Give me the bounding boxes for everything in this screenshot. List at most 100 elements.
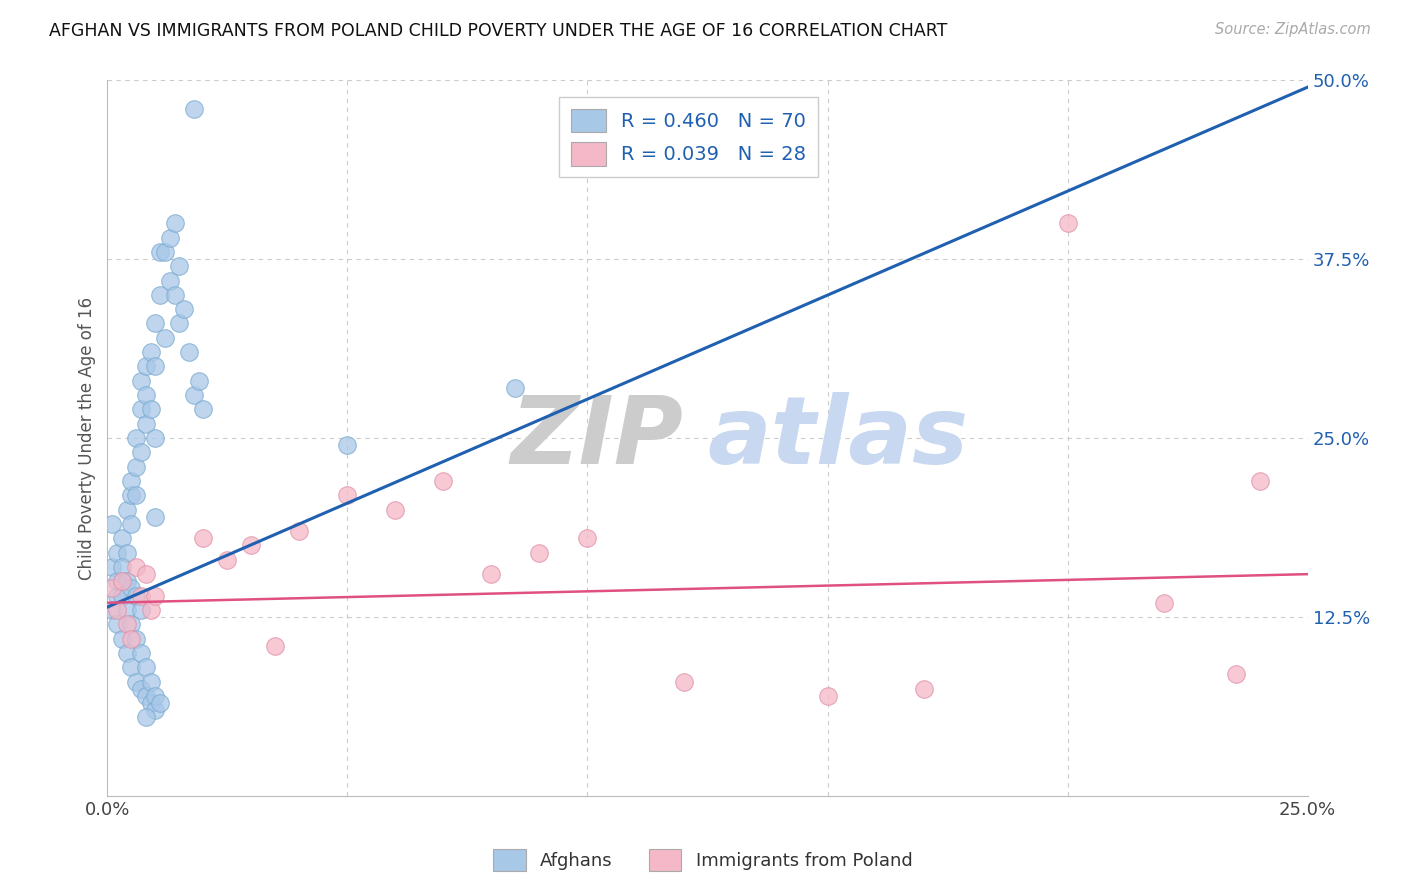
Point [163,288,186,302]
Point [145,359,167,374]
Point [187,374,209,388]
Point [912,681,935,696]
Point [288,524,311,538]
Point [105,589,128,603]
Point [576,532,599,546]
Point [125,589,148,603]
Point [183,102,205,116]
Point [169,317,191,331]
Point [481,567,503,582]
Point [153,244,176,259]
Point [135,359,157,374]
Point [817,689,839,703]
Text: Source: ZipAtlas.com: Source: ZipAtlas.com [1215,22,1371,37]
Point [111,589,134,603]
Point [139,345,162,359]
Point [336,438,359,452]
Point [115,546,138,560]
Point [129,374,152,388]
Point [115,617,138,632]
Point [145,509,167,524]
Point [120,617,142,632]
Point [145,317,167,331]
Point [135,660,157,674]
Point [115,502,138,516]
Point [129,603,152,617]
Point [135,388,157,402]
Legend: R = 0.460   N = 70, R = 0.039   N = 28: R = 0.460 N = 70, R = 0.039 N = 28 [560,97,818,178]
Point [264,639,287,653]
Point [145,703,167,717]
Point [145,431,167,445]
Point [111,560,134,574]
Point [139,674,162,689]
Point [139,603,162,617]
Point [240,539,263,553]
Point [111,574,134,589]
Point [125,459,148,474]
Point [120,582,142,596]
Point [129,445,152,459]
Point [1225,667,1247,681]
Point [135,710,157,724]
Point [193,402,215,417]
Point [115,646,138,660]
Point [384,502,406,516]
Point [173,302,195,317]
Point [336,488,359,502]
Point [139,402,162,417]
Point [125,560,148,574]
Point [120,632,142,646]
Point [105,546,128,560]
Point [120,660,142,674]
Point [177,345,200,359]
Y-axis label: Child Poverty Under the Age of 16: Child Poverty Under the Age of 16 [79,296,96,580]
Point [105,574,128,589]
Point [1153,596,1175,610]
Point [101,560,124,574]
Text: atlas: atlas [707,392,969,484]
Point [1249,474,1271,488]
Point [149,288,172,302]
Point [149,696,172,710]
Point [145,589,167,603]
Point [101,516,124,531]
Point [159,273,181,287]
Point [1056,216,1078,230]
Point [111,532,134,546]
Point [120,488,142,502]
Point [672,674,695,689]
Text: ZIP: ZIP [510,392,683,484]
Point [105,603,128,617]
Point [115,603,138,617]
Point [183,388,205,402]
Point [135,567,157,582]
Point [129,681,152,696]
Point [149,244,172,259]
Point [125,674,148,689]
Point [120,516,142,531]
Point [217,553,239,567]
Point [129,402,152,417]
Point [101,582,124,596]
Point [120,474,142,488]
Point [135,417,157,431]
Point [193,532,215,546]
Point [163,216,186,230]
Point [505,381,527,395]
Point [529,546,551,560]
Point [125,488,148,502]
Point [129,589,152,603]
Point [111,632,134,646]
Point [125,632,148,646]
Point [153,331,176,345]
Point [135,689,157,703]
Point [139,696,162,710]
Point [169,259,191,273]
Point [432,474,454,488]
Text: AFGHAN VS IMMIGRANTS FROM POLAND CHILD POVERTY UNDER THE AGE OF 16 CORRELATION C: AFGHAN VS IMMIGRANTS FROM POLAND CHILD P… [49,22,948,40]
Point [111,574,134,589]
Point [105,617,128,632]
Point [125,431,148,445]
Point [101,603,124,617]
